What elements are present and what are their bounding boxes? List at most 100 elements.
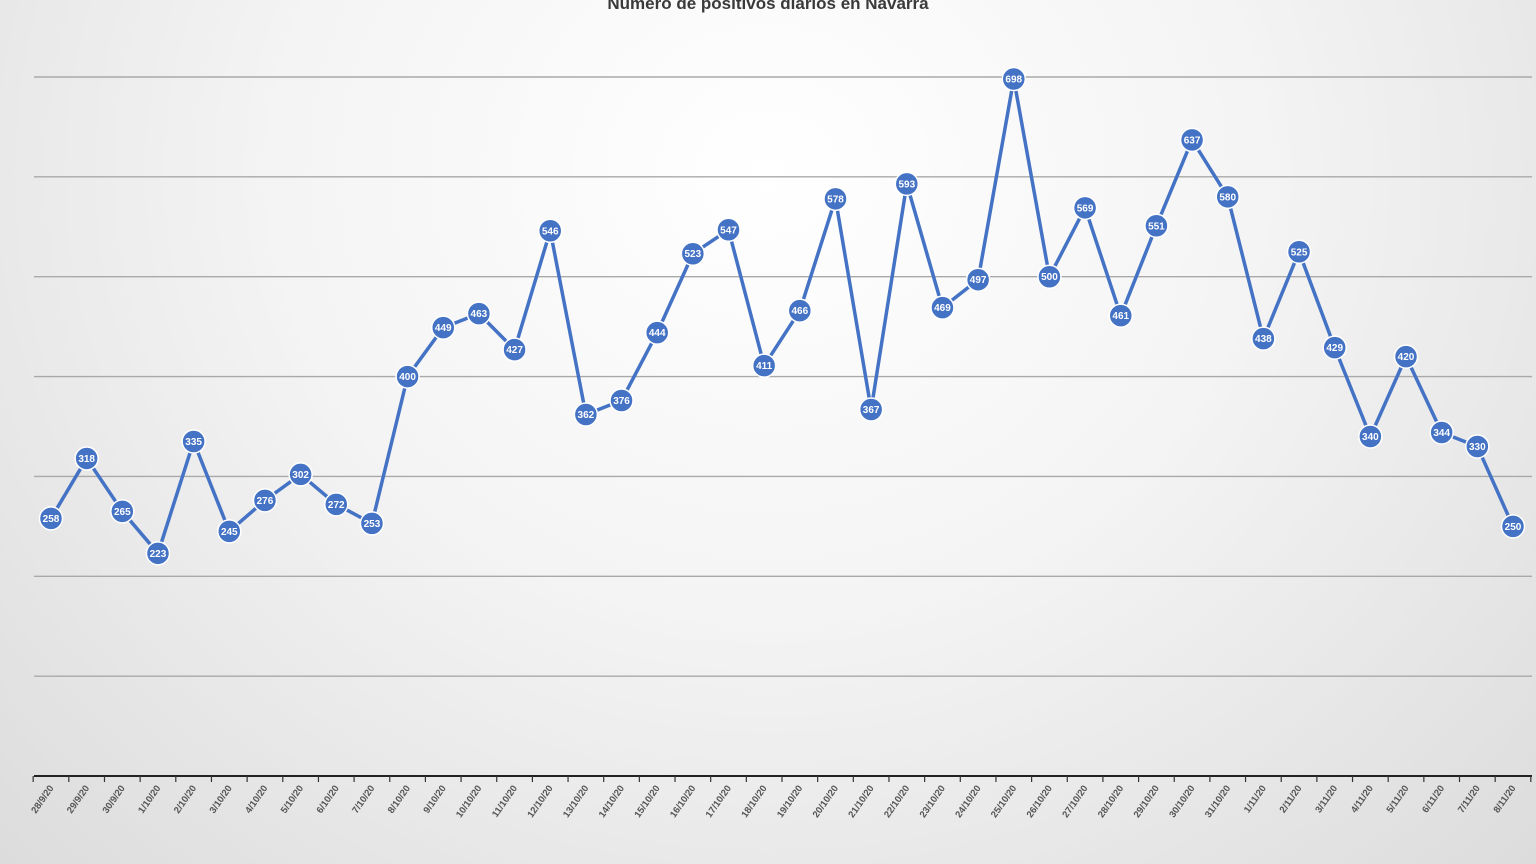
data-label: 420 — [1398, 352, 1415, 363]
data-label: 523 — [685, 249, 702, 260]
data-label: 250 — [1505, 522, 1522, 533]
x-tick-label: 24/10/20 — [953, 783, 983, 820]
x-tick-label: 29/10/20 — [1132, 783, 1162, 820]
data-label: 411 — [756, 361, 773, 372]
data-label: 367 — [863, 405, 880, 416]
data-point — [1465, 434, 1490, 459]
data-point — [1358, 424, 1383, 449]
x-tick-label: 22/10/20 — [882, 783, 912, 820]
data-label: 469 — [934, 303, 951, 314]
x-tick-label: 8/11/20 — [1492, 783, 1519, 815]
data-label: 580 — [1219, 192, 1236, 203]
data-point — [858, 397, 884, 422]
x-tick-label: 29/9/20 — [65, 783, 92, 815]
data-point — [1072, 195, 1098, 221]
x-tick-label: 21/10/20 — [846, 783, 876, 820]
x-tick-label: 6/11/20 — [1420, 783, 1447, 815]
data-point — [74, 446, 99, 471]
x-tick-label: 13/10/20 — [561, 783, 591, 820]
x-tick-label: 16/10/20 — [668, 783, 698, 820]
x-tick-label: 19/10/20 — [775, 783, 805, 820]
data-point — [145, 541, 171, 566]
data-label: 253 — [364, 519, 381, 530]
data-label: 551 — [1148, 221, 1165, 232]
data-point — [430, 315, 456, 340]
x-tick-label: 28/9/20 — [29, 783, 56, 815]
x-tick-label: 7/11/20 — [1456, 783, 1483, 815]
x-tick-label: 26/10/20 — [1025, 783, 1055, 820]
data-point — [573, 402, 599, 427]
data-point — [930, 295, 955, 320]
x-tick-label: 31/10/20 — [1203, 783, 1233, 820]
data-point — [1393, 344, 1419, 369]
data-point — [1251, 326, 1276, 351]
data-label: 525 — [1291, 247, 1308, 258]
data-point — [751, 353, 777, 378]
data-label: 302 — [292, 470, 309, 481]
data-label: 427 — [506, 345, 523, 356]
data-label: 466 — [791, 306, 808, 317]
x-tick-label: 28/10/20 — [1096, 783, 1126, 820]
x-tick-label: 5/11/20 — [1385, 783, 1412, 815]
x-tick-label: 1/11/20 — [1242, 783, 1269, 815]
data-label: 546 — [542, 226, 559, 237]
data-point — [288, 462, 313, 487]
data-point — [644, 320, 670, 345]
data-label: 245 — [221, 527, 238, 538]
x-tick-label: 3/10/20 — [208, 783, 235, 815]
data-label: 500 — [1041, 272, 1058, 283]
data-label: 276 — [257, 496, 274, 507]
data-point — [1215, 184, 1240, 210]
data-label: 344 — [1433, 428, 1450, 439]
data-label: 637 — [1184, 135, 1201, 146]
x-tick-label: 30/9/20 — [101, 783, 128, 815]
data-point — [787, 298, 813, 323]
x-tick-label: 2/11/20 — [1278, 783, 1305, 815]
data-label: 698 — [1005, 74, 1022, 85]
x-tick-label: 15/10/20 — [632, 783, 662, 820]
x-tick-label: 9/10/20 — [422, 783, 449, 815]
data-point — [324, 492, 349, 517]
data-label: 429 — [1326, 343, 1343, 354]
data-label: 449 — [435, 323, 452, 334]
data-label: 335 — [185, 437, 202, 448]
data-label: 318 — [78, 454, 95, 465]
data-point — [609, 388, 634, 413]
data-point — [537, 218, 563, 244]
x-tick-label: 18/10/20 — [739, 783, 769, 820]
x-tick-label: 4/11/20 — [1349, 783, 1376, 815]
chart-title: Número de positivos diarios en Navarra — [607, 0, 929, 13]
x-tick-label: 23/10/20 — [918, 783, 948, 820]
x-tick-label: 7/10/20 — [350, 783, 377, 815]
data-point — [1322, 335, 1347, 360]
data-label: 578 — [827, 194, 844, 205]
data-point — [252, 488, 278, 513]
data-point — [965, 267, 991, 292]
data-label: 438 — [1255, 334, 1272, 345]
x-tick-label: 12/10/20 — [525, 783, 555, 820]
data-label: 569 — [1077, 203, 1094, 214]
data-label: 272 — [328, 500, 345, 511]
data-label: 258 — [43, 514, 60, 525]
data-label: 593 — [898, 179, 915, 190]
data-point — [38, 506, 64, 531]
data-label: 376 — [613, 396, 630, 407]
data-point — [1500, 514, 1526, 539]
data-point — [716, 217, 741, 243]
data-point — [1144, 213, 1169, 239]
data-point — [1108, 303, 1134, 328]
data-label: 340 — [1362, 432, 1379, 443]
data-point — [181, 429, 206, 454]
data-point — [1429, 420, 1454, 445]
data-point — [359, 511, 385, 536]
data-label: 444 — [649, 328, 666, 339]
x-tick-label: 10/10/20 — [454, 783, 484, 820]
data-point — [1001, 66, 1027, 92]
data-label: 400 — [399, 372, 416, 383]
x-tick-label: 1/10/20 — [136, 783, 163, 815]
data-label: 223 — [150, 549, 167, 560]
x-tick-label: 27/10/20 — [1060, 783, 1090, 820]
data-point — [110, 499, 135, 524]
data-point — [894, 171, 920, 197]
